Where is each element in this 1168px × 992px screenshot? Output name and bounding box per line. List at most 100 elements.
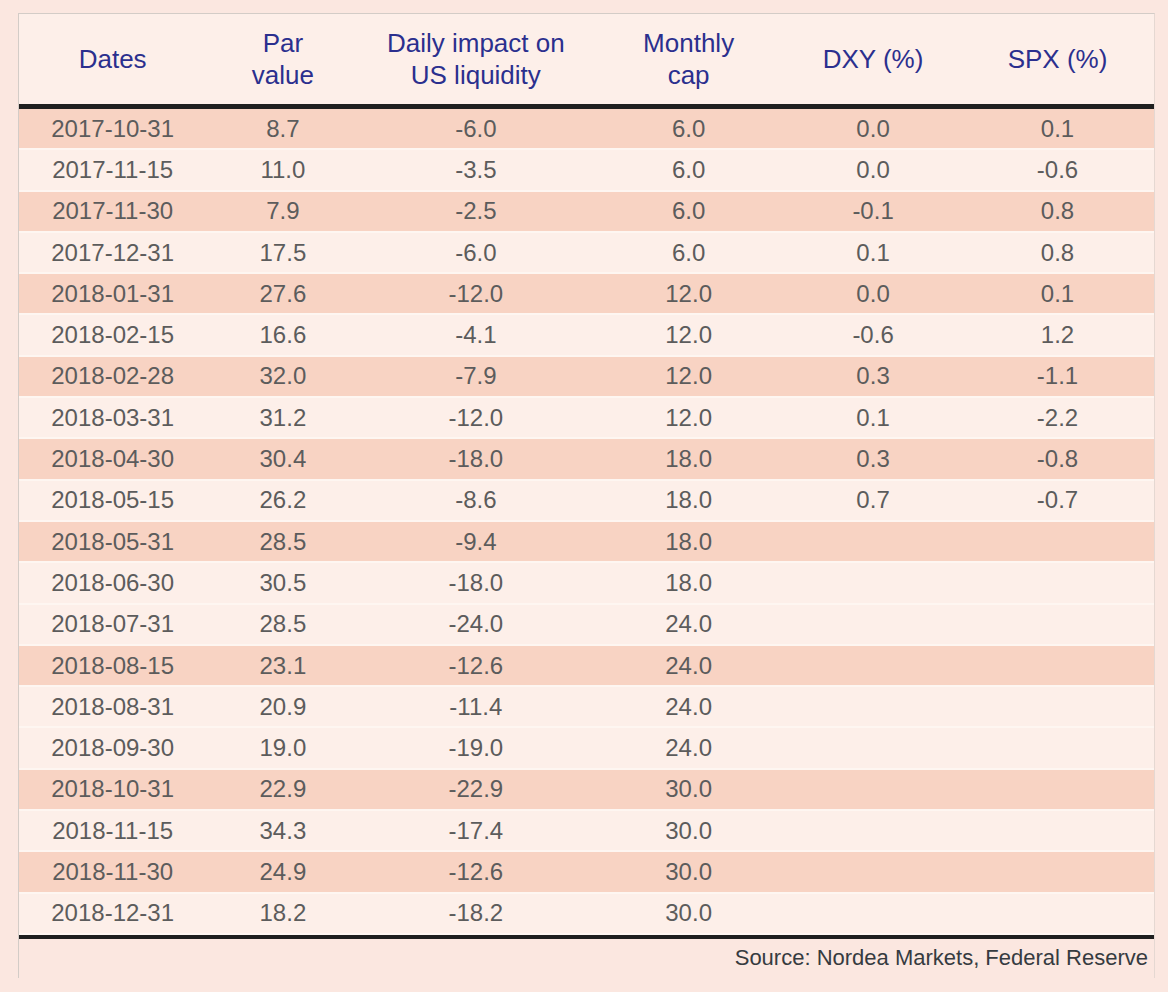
cell-par: 28.5	[206, 522, 359, 561]
cell-dxy	[785, 852, 961, 891]
cell-dxy	[785, 811, 961, 850]
cell-cap: 12.0	[592, 357, 785, 396]
cell-par: 18.2	[206, 894, 359, 933]
cell-par: 22.9	[206, 770, 359, 809]
column-header-spx: SPX (%)	[961, 14, 1154, 104]
cell-dxy	[785, 894, 961, 933]
cell-spx: 0.8	[961, 233, 1154, 272]
cell-daily: -11.4	[359, 687, 592, 726]
cell-daily: -12.6	[359, 646, 592, 685]
cell-par: 30.5	[206, 563, 359, 602]
cell-spx	[961, 563, 1154, 602]
table-row: 2017-10-318.7-6.06.00.00.1	[19, 109, 1154, 150]
cell-par: 32.0	[206, 357, 359, 396]
cell-dates: 2017-12-31	[19, 233, 206, 272]
cell-daily: -22.9	[359, 770, 592, 809]
cell-dxy	[785, 728, 961, 767]
cell-dates: 2017-11-30	[19, 192, 206, 231]
table-row: 2018-01-3127.6-12.012.00.00.1	[19, 274, 1154, 315]
table-row: 2018-08-3120.9-11.424.0	[19, 687, 1154, 728]
cell-spx: 1.2	[961, 315, 1154, 354]
cell-cap: 24.0	[592, 728, 785, 767]
cell-daily: -8.6	[359, 481, 592, 520]
cell-cap: 6.0	[592, 109, 785, 148]
cell-par: 17.5	[206, 233, 359, 272]
cell-par: 30.4	[206, 439, 359, 478]
cell-spx: 0.8	[961, 192, 1154, 231]
column-header-dates: Dates	[19, 14, 206, 104]
cell-dates: 2018-02-15	[19, 315, 206, 354]
cell-spx	[961, 852, 1154, 891]
column-header-cap: Monthlycap	[592, 14, 785, 104]
cell-cap: 12.0	[592, 274, 785, 313]
cell-spx: 0.1	[961, 274, 1154, 313]
cell-dates: 2018-11-15	[19, 811, 206, 850]
cell-dxy: 0.1	[785, 398, 961, 437]
cell-cap: 18.0	[592, 481, 785, 520]
cell-cap: 24.0	[592, 646, 785, 685]
cell-daily: -9.4	[359, 522, 592, 561]
table-row: 2017-11-1511.0-3.56.00.0-0.6	[19, 150, 1154, 191]
cell-dxy	[785, 687, 961, 726]
table-row: 2018-08-1523.1-12.624.0	[19, 646, 1154, 687]
cell-daily: -6.0	[359, 233, 592, 272]
cell-dxy	[785, 770, 961, 809]
table-row: 2018-03-3131.2-12.012.00.1-2.2	[19, 398, 1154, 439]
cell-spx: -0.8	[961, 439, 1154, 478]
cell-dates: 2018-04-30	[19, 439, 206, 478]
cell-dxy: 0.0	[785, 274, 961, 313]
cell-spx	[961, 811, 1154, 850]
cell-spx: -2.2	[961, 398, 1154, 437]
table-row: 2017-11-307.9-2.56.0-0.10.8	[19, 192, 1154, 233]
source-note: Source: Nordea Markets, Federal Reserve	[735, 945, 1148, 971]
cell-par: 23.1	[206, 646, 359, 685]
table-row: 2018-05-1526.2-8.618.00.7-0.7	[19, 481, 1154, 522]
table-row: 2018-05-3128.5-9.418.0	[19, 522, 1154, 563]
cell-cap: 24.0	[592, 687, 785, 726]
table-row: 2018-12-3118.2-18.230.0	[19, 894, 1154, 935]
cell-dxy: 0.0	[785, 109, 961, 148]
cell-daily: -19.0	[359, 728, 592, 767]
cell-dates: 2018-02-28	[19, 357, 206, 396]
cell-dxy: 0.1	[785, 233, 961, 272]
cell-par: 24.9	[206, 852, 359, 891]
cell-dates: 2018-01-31	[19, 274, 206, 313]
column-header-dxy: DXY (%)	[785, 14, 961, 104]
cell-dates: 2018-12-31	[19, 894, 206, 933]
table-row: 2018-06-3030.5-18.018.0	[19, 563, 1154, 604]
cell-par: 8.7	[206, 109, 359, 148]
cell-daily: -6.0	[359, 109, 592, 148]
table-row: 2018-07-3128.5-24.024.0	[19, 605, 1154, 646]
cell-daily: -4.1	[359, 315, 592, 354]
cell-daily: -2.5	[359, 192, 592, 231]
cell-spx	[961, 646, 1154, 685]
cell-par: 19.0	[206, 728, 359, 767]
table-row: 2018-11-1534.3-17.430.0	[19, 811, 1154, 852]
cell-dates: 2018-09-30	[19, 728, 206, 767]
cell-cap: 30.0	[592, 852, 785, 891]
cell-dates: 2018-07-31	[19, 605, 206, 644]
cell-par: 31.2	[206, 398, 359, 437]
cell-daily: -7.9	[359, 357, 592, 396]
cell-daily: -18.0	[359, 563, 592, 602]
table-row: 2018-02-1516.6-4.112.0-0.61.2	[19, 315, 1154, 356]
cell-spx	[961, 687, 1154, 726]
column-header-par: Parvalue	[206, 14, 359, 104]
cell-spx: -0.7	[961, 481, 1154, 520]
cell-cap: 18.0	[592, 563, 785, 602]
cell-dates: 2018-06-30	[19, 563, 206, 602]
cell-daily: -3.5	[359, 150, 592, 189]
cell-par: 20.9	[206, 687, 359, 726]
table-row: 2018-04-3030.4-18.018.00.3-0.8	[19, 439, 1154, 480]
cell-par: 26.2	[206, 481, 359, 520]
cell-dates: 2018-08-15	[19, 646, 206, 685]
cell-dates: 2018-05-31	[19, 522, 206, 561]
cell-daily: -12.6	[359, 852, 592, 891]
table-row: 2018-10-3122.9-22.930.0	[19, 770, 1154, 811]
cell-par: 7.9	[206, 192, 359, 231]
cell-dxy: -0.6	[785, 315, 961, 354]
cell-spx: -0.6	[961, 150, 1154, 189]
table-row: 2018-02-2832.0-7.912.00.3-1.1	[19, 357, 1154, 398]
cell-cap: 12.0	[592, 315, 785, 354]
cell-spx: 0.1	[961, 109, 1154, 148]
